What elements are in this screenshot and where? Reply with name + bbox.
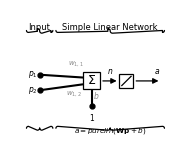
Bar bbox=[119, 74, 134, 88]
Text: $\Sigma$: $\Sigma$ bbox=[87, 74, 96, 87]
Text: Input: Input bbox=[28, 23, 50, 32]
Text: $a = purelin(\mathbf{Wp}+b)$: $a = purelin(\mathbf{Wp}+b)$ bbox=[74, 126, 146, 136]
Text: $p_1$: $p_1$ bbox=[28, 69, 37, 80]
Text: $p_2$: $p_2$ bbox=[27, 85, 37, 96]
Text: $b$: $b$ bbox=[93, 90, 100, 101]
Text: Simple Linear Network: Simple Linear Network bbox=[62, 23, 158, 32]
Bar bbox=[83, 72, 100, 89]
Text: $a$: $a$ bbox=[154, 66, 160, 76]
Text: $n$: $n$ bbox=[107, 66, 113, 76]
Text: $w_{1,2}$: $w_{1,2}$ bbox=[66, 89, 82, 98]
Text: 1: 1 bbox=[89, 114, 94, 123]
Text: $w_{1,1}$: $w_{1,1}$ bbox=[68, 59, 84, 68]
